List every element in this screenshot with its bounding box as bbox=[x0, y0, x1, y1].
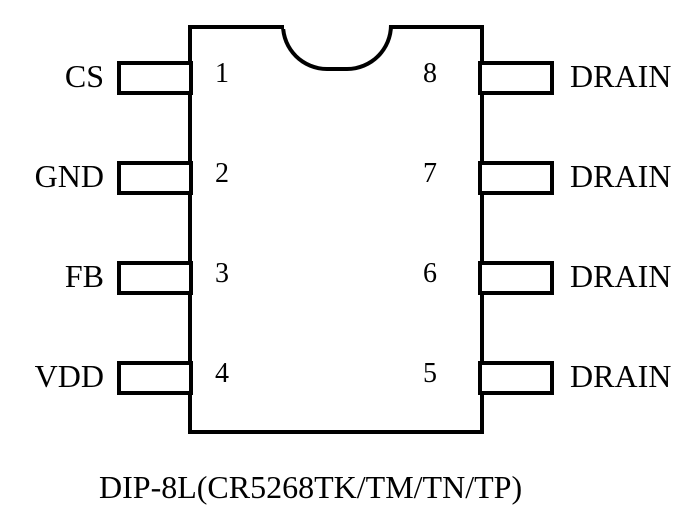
ic-pinout-diagram: CS GND FB VDD DRAIN DRAIN DRAIN DRAIN 1 … bbox=[0, 0, 679, 525]
pin-1 bbox=[117, 61, 193, 95]
pin-5-label: DRAIN bbox=[570, 358, 679, 395]
pin-8 bbox=[478, 61, 554, 95]
pin-7 bbox=[478, 161, 554, 195]
pin-6 bbox=[478, 261, 554, 295]
pin-1-number: 1 bbox=[215, 58, 229, 90]
pin-6-number: 6 bbox=[423, 258, 437, 290]
pin-4 bbox=[117, 361, 193, 395]
pin-1-label: CS bbox=[4, 58, 104, 95]
pin-2 bbox=[117, 161, 193, 195]
pin-3-number: 3 bbox=[215, 258, 229, 290]
pin-4-label: VDD bbox=[4, 358, 104, 395]
pin-5 bbox=[478, 361, 554, 395]
pin-2-number: 2 bbox=[215, 158, 229, 190]
package-caption: DIP-8L(CR5268TK/TM/TN/TP) bbox=[99, 469, 522, 506]
pin-7-label: DRAIN bbox=[570, 158, 679, 195]
chip-body bbox=[188, 25, 484, 434]
pin-8-number: 8 bbox=[423, 58, 437, 90]
pin-3-label: FB bbox=[4, 258, 104, 295]
pin-5-number: 5 bbox=[423, 358, 437, 390]
pin-2-label: GND bbox=[4, 158, 104, 195]
pin-8-label: DRAIN bbox=[570, 58, 679, 95]
pin-3 bbox=[117, 261, 193, 295]
notch-cover bbox=[284, 22, 383, 29]
pin-4-number: 4 bbox=[215, 358, 229, 390]
pin-7-number: 7 bbox=[423, 158, 437, 190]
pin-6-label: DRAIN bbox=[570, 258, 679, 295]
